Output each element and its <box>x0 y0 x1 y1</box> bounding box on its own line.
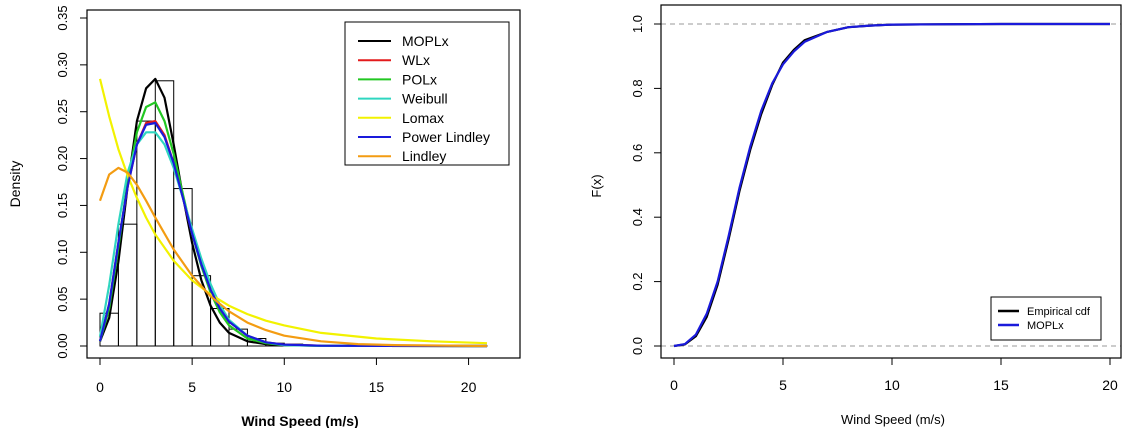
x-tick-label: 20 <box>461 379 477 395</box>
series-line-moplx <box>673 22 1110 348</box>
y-tick-label: 1.0 <box>630 15 645 33</box>
x-tick-label: 5 <box>188 379 196 395</box>
cdf-curves <box>673 22 1110 348</box>
x-axis: 0 5 10 15 20 <box>96 358 477 395</box>
density-curves <box>98 77 488 348</box>
y-tick-label: 0.6 <box>630 144 645 162</box>
x-tick-label: 10 <box>276 379 292 395</box>
legend-label-weibull: Weibull <box>402 91 448 107</box>
y-tick-label: 0.15 <box>55 193 70 218</box>
y-tick-label: 0.35 <box>55 5 70 30</box>
legend-label-polx: POLx <box>402 71 437 87</box>
x-tick-label: 15 <box>369 379 385 395</box>
y-axis-label: F(x) <box>589 174 604 197</box>
x-tick-label: 10 <box>884 377 900 393</box>
y-axis: 0.00 0.05 0.10 0.15 0.20 0.25 0.30 0.35 <box>55 5 87 359</box>
y-tick-label: 0.10 <box>55 240 70 265</box>
y-tick-label: 0.05 <box>55 286 70 311</box>
histogram-bar <box>136 120 156 347</box>
y-tick-label: 0.25 <box>55 99 70 124</box>
x-tick-label: 0 <box>670 377 678 393</box>
y-tick-label: 0.00 <box>55 333 70 358</box>
legend-box <box>344 21 510 166</box>
y-tick-label: 0.30 <box>55 52 70 77</box>
y-axis-label: Density <box>7 161 23 208</box>
legend-label-power-lindley: Power Lindley <box>402 129 490 145</box>
legend-label-moplx: MOPLx <box>1027 320 1064 332</box>
legend: MOPLx WLx POLx Weibull Lomax Power Lindley Lin… <box>344 21 510 166</box>
x-tick-label: 15 <box>993 377 1009 393</box>
legend-label-moplx: MOPLx <box>402 33 449 49</box>
legend-label-wlx: WLx <box>402 52 430 68</box>
x-axis-label: Wind Speed (m/s) <box>841 412 945 427</box>
legend-label-lomax: Lomax <box>402 110 444 126</box>
legend-label-lindley: Lindley <box>402 148 446 164</box>
plot-frame <box>660 4 1122 359</box>
series-line-power-lindley <box>98 121 488 348</box>
cdf-chart: 0 5 10 15 20 0.0 0.2 0.4 0.6 0.8 1.0 Wind Speed (m/… <box>589 4 1122 427</box>
x-tick-label: 0 <box>96 379 104 395</box>
x-axis: 0 5 10 15 20 <box>670 358 1118 393</box>
series-line-lindley <box>98 166 488 348</box>
x-tick-label: 5 <box>779 377 787 393</box>
density-chart: 0 5 10 15 20 0.00 0.05 0.10 0.15 0.20 0.25 0.30 0.35… <box>7 5 521 428</box>
x-tick-label: 20 <box>1102 377 1118 393</box>
legend: Empirical cdf MOPLx <box>990 296 1102 341</box>
x-axis-label: Wind Speed (m/s) <box>241 413 358 428</box>
legend-label-empirical-cdf: Empirical cdf <box>1027 306 1091 318</box>
y-axis: 0.0 0.2 0.4 0.6 0.8 1.0 <box>630 15 661 355</box>
y-tick-label: 0.8 <box>630 79 645 97</box>
y-tick-label: 0.20 <box>55 146 70 171</box>
legend-box <box>990 296 1102 341</box>
y-tick-label: 0.0 <box>630 337 645 355</box>
y-tick-label: 0.4 <box>630 208 645 226</box>
plot-frame <box>86 9 521 359</box>
histogram-bar <box>173 188 193 347</box>
y-tick-label: 0.2 <box>630 273 645 291</box>
